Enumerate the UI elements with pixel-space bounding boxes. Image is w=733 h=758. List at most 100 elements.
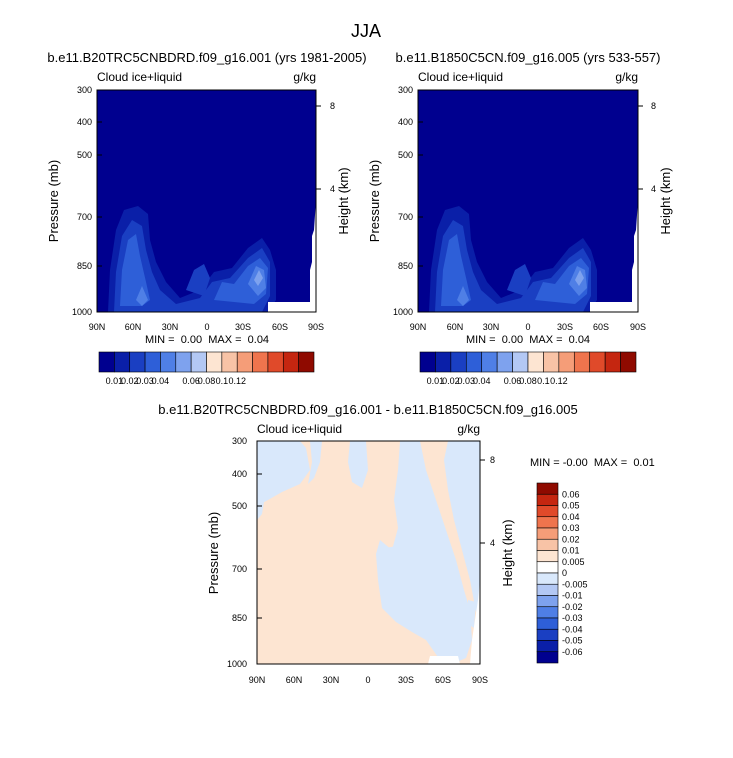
colorbar-swatch — [536, 550, 559, 563]
panel-2-xtick: 30N — [483, 322, 500, 332]
colorbar-swatch — [536, 538, 559, 551]
panel-2-xtick: 60S — [593, 322, 609, 332]
panel-1-xtick: 30S — [235, 322, 251, 332]
colorbar-label: 0.03 — [458, 376, 476, 386]
panel-3-plot — [256, 440, 481, 665]
colorbar-label: -0.005 — [562, 579, 588, 589]
colorbar-swatch — [536, 572, 559, 585]
colorbar-swatch — [536, 493, 559, 506]
colorbar-swatch — [558, 351, 575, 373]
panel-3-ytick: 500 — [232, 501, 247, 511]
colorbar-label: 0.08 — [198, 376, 216, 386]
panel-1-ytick: 300 — [77, 85, 92, 95]
panel-1-colorbar: 0.010.020.030.04 0.060.08 0.1 0.12 — [98, 351, 315, 386]
colorbar-swatch — [536, 516, 559, 529]
colorbar-swatch — [496, 351, 513, 373]
panel-2-units-label: g/kg — [615, 70, 638, 84]
colorbar-label: 0.08 — [519, 376, 537, 386]
panel-3: b.e11.B20TRC5CNBDRD.f09_g16.001 - b.e11.… — [158, 402, 654, 685]
colorbar-swatch — [221, 351, 238, 373]
colorbar-swatch — [481, 351, 498, 373]
panel-2-ytick: 700 — [398, 212, 413, 222]
colorbar-swatch — [282, 351, 299, 373]
colorbar-swatch — [236, 351, 253, 373]
panel-1-xtick: 0 — [204, 322, 209, 332]
panel-2-ytick: 300 — [398, 85, 413, 95]
panel-1-ylabel: Pressure (mb) — [46, 160, 61, 242]
colorbar-label: 0.12 — [550, 376, 568, 386]
colorbar-label: -0.03 — [562, 613, 583, 623]
panel-2-x-axis: 90N 60N 30N 0 30S 60S 90S — [410, 322, 646, 332]
panel-1-ytick-right: 8 — [330, 101, 335, 111]
panel-3-xtick: 30N — [323, 675, 340, 685]
colorbar-label: 0.02 — [562, 534, 580, 544]
colorbar-label: 0.04 — [473, 376, 491, 386]
panel-2-xtick: 30S — [557, 322, 573, 332]
panel-1-xtick: 60S — [272, 322, 288, 332]
colorbar-swatch — [512, 351, 529, 373]
colorbar-label: -0.02 — [562, 602, 583, 612]
panel-2-y-axis: 300 400 500 700 850 1000 Pressure (mb) — [367, 85, 423, 317]
colorbar-swatch — [536, 583, 559, 596]
panel-2-ytick: 400 — [398, 117, 413, 127]
colorbar-label: 0.12 — [228, 376, 246, 386]
colorbar-label: 0.1 — [537, 376, 550, 386]
panel-1-variable-label: Cloud ice+liquid — [97, 70, 182, 84]
colorbar-swatch — [536, 482, 559, 495]
panel-3-xtick: 90S — [472, 675, 488, 685]
panel-1-plot — [96, 89, 317, 313]
colorbar-swatch — [267, 351, 284, 373]
colorbar-swatch — [536, 651, 559, 664]
panel-1-ytick-right: 4 — [330, 184, 335, 194]
colorbar-label: -0.05 — [562, 636, 583, 646]
colorbar-label: 0.1 — [216, 376, 229, 386]
colorbar-swatch — [536, 595, 559, 608]
colorbar-swatch — [465, 351, 483, 373]
colorbar-swatch — [573, 351, 591, 373]
colorbar-swatch — [298, 351, 315, 373]
panel-2: b.e11.B1850C5CN.f09_g16.005 (yrs 533-557… — [367, 50, 673, 386]
panel-1-ytick: 700 — [77, 212, 92, 222]
panel-3-variable-label: Cloud ice+liquid — [257, 422, 342, 436]
panel-1-ytick: 1000 — [72, 307, 92, 317]
colorbar-swatch — [536, 617, 559, 630]
colorbar-label: -0.06 — [562, 647, 583, 657]
panel-3-y-axis-right: 8 4 Height (km) — [480, 455, 515, 587]
colorbar-label: 0 — [562, 568, 567, 578]
colorbar-swatch — [536, 606, 559, 619]
colorbar-swatch — [536, 628, 559, 641]
panel-1-stats: MIN = 0.00 MAX = 0.04 — [145, 334, 269, 346]
panel-1-ylabel-right: Height (km) — [336, 167, 351, 234]
colorbar-swatch — [98, 351, 115, 373]
panel-2-xtick: 90S — [630, 322, 646, 332]
panel-1: b.e11.B20TRC5CNBDRD.f09_g16.001 (yrs 198… — [46, 50, 367, 386]
colorbar-label: 0.01 — [427, 376, 445, 386]
panel-1-ytick: 500 — [77, 150, 92, 160]
panel-2-xtick: 60N — [447, 322, 464, 332]
colorbar-label: 0.04 — [562, 512, 580, 522]
colorbar-swatch — [419, 351, 436, 373]
colorbar-swatch — [536, 640, 559, 653]
panel-1-y-axis: 300 400 500 700 850 1000 Pressure (mb) — [46, 85, 102, 317]
panel-3-ylabel: Pressure (mb) — [206, 512, 221, 594]
panel-2-xtick: 0 — [525, 322, 530, 332]
colorbar-swatch — [620, 351, 637, 373]
panel-2-ytick: 500 — [398, 150, 413, 160]
panel-3-ytick-right: 8 — [490, 455, 495, 465]
panel-3-xtick: 60S — [435, 675, 451, 685]
panel-3-ytick: 1000 — [227, 659, 247, 669]
page-title: JJA — [351, 21, 381, 41]
colorbar-swatch — [527, 351, 544, 373]
colorbar-swatch — [129, 351, 146, 373]
colorbar-swatch — [114, 351, 131, 373]
colorbar-label: 0.01 — [106, 376, 124, 386]
panel-2-ytick: 1000 — [393, 307, 413, 317]
panel-2-ylabel-right: Height (km) — [658, 167, 673, 234]
panel-1-xtick: 60N — [125, 322, 142, 332]
colorbar-swatch — [589, 351, 606, 373]
panel-2-xtick: 90N — [410, 322, 427, 332]
panel-3-ytick: 700 — [232, 564, 247, 574]
colorbar-swatch — [175, 351, 192, 373]
